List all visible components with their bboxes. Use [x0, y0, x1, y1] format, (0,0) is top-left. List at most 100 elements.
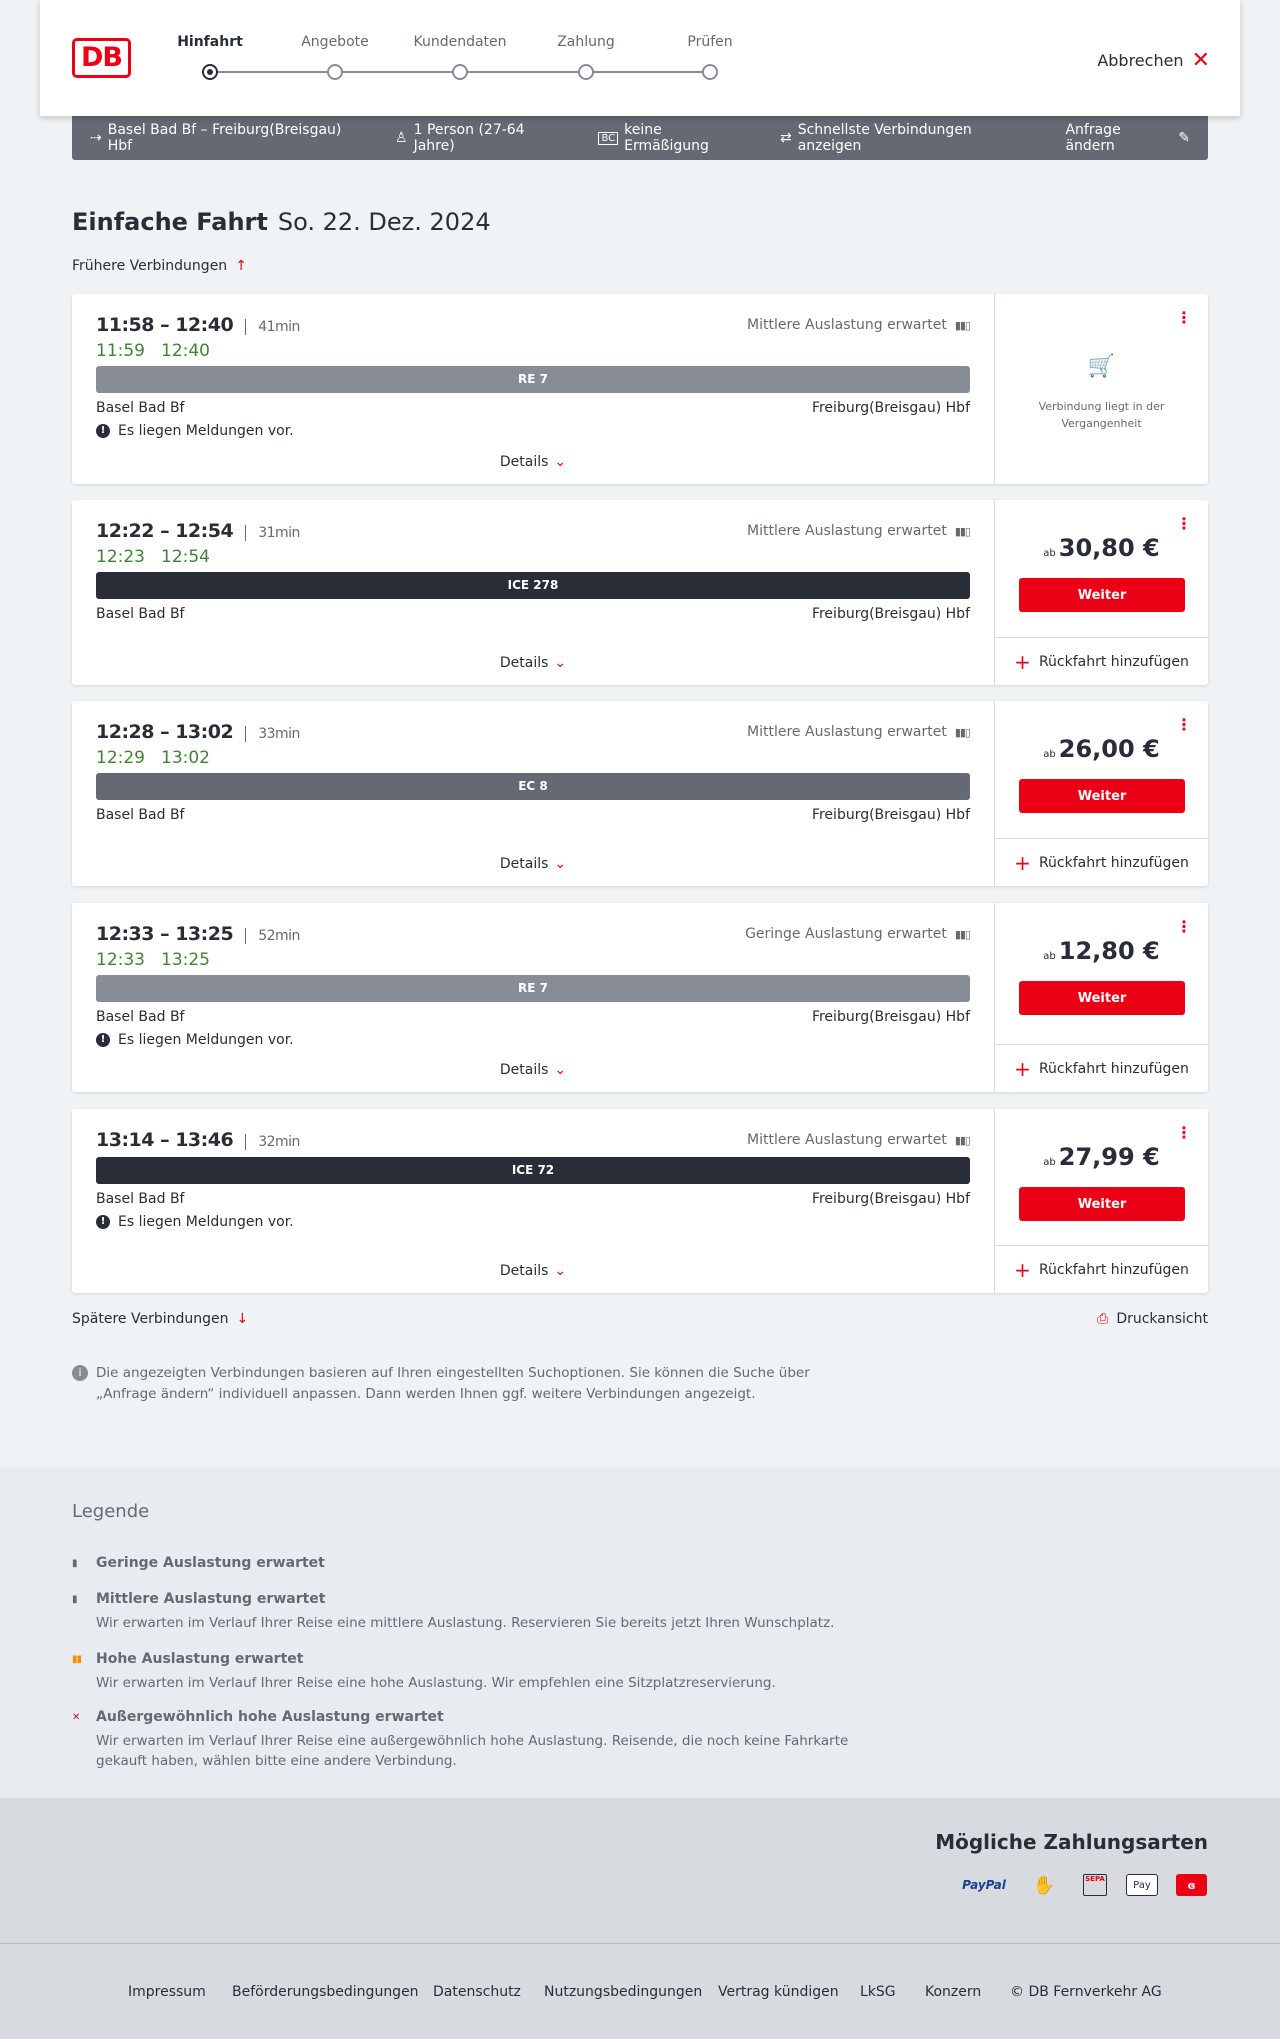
price: ab 26,00 €	[995, 735, 1208, 763]
footer-link[interactable]: Impressum	[128, 1984, 206, 2000]
continue-button[interactable]: Weiter	[1019, 1187, 1185, 1221]
train-bar[interactable]: RE 7	[96, 975, 970, 1002]
db-logo[interactable]: DB	[72, 38, 131, 78]
arrival-station: Freiburg(Breisgau) Hbf	[811, 807, 970, 823]
step-indicator[interactable]	[578, 64, 594, 80]
step-hinfahrt[interactable]: Hinfahrt	[177, 34, 243, 50]
past-connection-note: Verbindung liegt in der Vergangenheit	[1038, 400, 1165, 430]
occupancy-indicator: Geringe Auslastung erwartet ▮▮▯	[745, 926, 971, 942]
message-notice: ! Es liegen Meldungen vor.	[96, 1214, 294, 1230]
more-options-icon[interactable]: ⋮	[1176, 514, 1192, 533]
print-view-link[interactable]: ⎙ Druckansicht	[1097, 1311, 1208, 1327]
footer-link[interactable]: LkSG	[860, 1984, 896, 2000]
footer-link[interactable]: Konzern	[925, 1984, 982, 2000]
price-prefix: ab	[1043, 548, 1056, 559]
step-indicator[interactable]	[202, 64, 218, 80]
connection-card: 13:14 – 13:46 32min Mittlere Auslastung er…	[72, 1109, 1208, 1293]
offer-panel: ⋮ ab 27,99 € Weiter + Rückfahrt hinzufügen	[994, 1109, 1208, 1293]
occupancy-level-icon: ▮	[72, 1557, 78, 1569]
step-indicator[interactable]	[327, 64, 343, 80]
occupancy-level-icon: ▮▮	[72, 1653, 82, 1665]
earlier-connections-link[interactable]: Frühere Verbindungen ↑	[72, 258, 247, 274]
later-connections-link[interactable]: Spätere Verbindungen ↓	[72, 1311, 248, 1327]
more-options-icon[interactable]: ⋮	[1176, 917, 1192, 936]
realtime-arrival: 13:25	[161, 950, 210, 970]
add-return-label: Rückfahrt hinzufügen	[1038, 1261, 1189, 1278]
price: ab 30,80 €	[995, 534, 1208, 562]
connection-card: 12:28 – 13:02 33min 12:29 13:02 Mittlere Aus…	[72, 701, 1208, 886]
trip-date: So. 22. Dez. 2024	[277, 208, 491, 236]
more-options-icon[interactable]: ⋮	[1176, 308, 1192, 327]
occupancy-indicator: Mittlere Auslastung erwartet ▮▮▯	[747, 1132, 971, 1148]
legend-heading: ▮▮ Hohe Auslastung erwartet	[72, 1651, 856, 1667]
continue-button[interactable]: Weiter	[1019, 578, 1185, 612]
step-angebote[interactable]: Angebote	[301, 34, 369, 50]
add-return-label: Rückfahrt hinzufügen	[1038, 1060, 1189, 1077]
details-toggle[interactable]: Details ⌄	[96, 856, 970, 872]
train-bar[interactable]: ICE 278	[96, 572, 970, 599]
details-toggle[interactable]: Details ⌄	[96, 1263, 970, 1279]
train-bar[interactable]: ICE 72	[96, 1157, 970, 1184]
option-summary: ⇄ Schnellste Verbindungen anzeigen	[780, 122, 1031, 154]
more-options-icon[interactable]: ⋮	[1176, 715, 1192, 734]
details-toggle[interactable]: Details ⌄	[96, 454, 970, 470]
footer-link[interactable]: Vertrag kündigen	[718, 1984, 839, 2000]
discount-text: keine Ermäßigung	[624, 122, 709, 154]
route-text: Basel Bad Bf – Freiburg(Breisgau) Hbf	[107, 122, 342, 154]
step-indicator[interactable]	[452, 64, 468, 80]
add-return-trip-button[interactable]: + Rückfahrt hinzufügen	[995, 838, 1208, 886]
footer: Impressum Beförderungsbedingungen Datensch…	[0, 1943, 1280, 2039]
footer-link[interactable]: Datenschutz	[433, 1984, 521, 2000]
continue-button[interactable]: Weiter	[1019, 981, 1185, 1015]
realtime-arrival: 13:02	[161, 748, 210, 768]
realtime-times: 12:23 12:54	[96, 547, 226, 567]
add-return-trip-button[interactable]: + Rückfahrt hinzufügen	[995, 1044, 1208, 1092]
credit-card-icon: ✋	[1032, 1874, 1056, 1896]
price: ab 12,80 €	[995, 937, 1208, 965]
chevron-down-icon: ⌄	[554, 1263, 567, 1279]
details-toggle[interactable]: Details ⌄	[96, 655, 970, 671]
step-kundendaten[interactable]: Kundendaten	[413, 34, 507, 50]
price-prefix: ab	[1043, 749, 1056, 760]
connection-main: 12:22 – 12:54 31min 12:23 12:54 Mittlere Aus…	[96, 500, 971, 685]
legend-title: Legende	[72, 1501, 150, 1522]
add-return-trip-button[interactable]: + Rückfahrt hinzufügen	[995, 1245, 1208, 1293]
train-bar[interactable]: EC 8	[96, 773, 970, 800]
payment-title: Mögliche Zahlungsarten	[935, 1830, 1208, 1854]
add-return-label: Rückfahrt hinzufügen	[1038, 854, 1189, 871]
edit-request-button[interactable]: Anfrage ändern ✎	[1065, 122, 1190, 154]
step-indicator[interactable]	[702, 64, 718, 80]
occupancy-level-icon: ✕	[72, 1711, 80, 1723]
departure-station: Basel Bad Bf	[96, 807, 185, 823]
footer-link[interactable]: Nutzungsbedingungen	[544, 1984, 703, 2000]
legend-label: Mittlere Auslastung erwartet	[96, 1591, 326, 1607]
footer-link[interactable]: Beförderungsbedingungen	[232, 1984, 419, 2000]
details-label: Details	[499, 1062, 549, 1078]
plus-icon: +	[1014, 850, 1031, 875]
departure-station: Basel Bad Bf	[96, 1191, 185, 1207]
step-zahlung[interactable]: Zahlung	[557, 34, 615, 50]
train-bar[interactable]: RE 7	[96, 366, 970, 393]
plus-icon: +	[1014, 1056, 1031, 1081]
occupancy-text: Mittlere Auslastung erwartet	[747, 724, 947, 740]
realtime-departure: 12:29	[96, 748, 145, 768]
planned-times: 13:14 – 13:46	[96, 1129, 234, 1151]
details-label: Details	[499, 655, 549, 671]
continue-button[interactable]: Weiter	[1019, 779, 1185, 813]
chevron-down-icon: ⌄	[554, 454, 567, 470]
trip-type: Einfache Fahrt	[72, 208, 268, 236]
person-icon: ♙	[395, 130, 408, 146]
occupancy-text: Mittlere Auslastung erwartet	[747, 523, 947, 539]
realtime-times: 11:59 12:40	[96, 341, 226, 361]
more-options-icon[interactable]: ⋮	[1176, 1123, 1192, 1142]
legend-description: Wir erwarten im Verlauf Ihrer Reise eine…	[96, 1675, 776, 1691]
planned-times: 12:22 – 12:54	[96, 520, 234, 542]
connection-times: 12:22 – 12:54 31min	[96, 520, 300, 542]
offer-panel: ⋮ 🛒 Verbindung liegt in der Vergangenheit	[994, 294, 1208, 484]
add-return-trip-button[interactable]: + Rückfahrt hinzufügen	[995, 637, 1208, 685]
connection-main: 11:58 – 12:40 41min 11:59 12:40 Mittlere Aus…	[96, 294, 971, 484]
cancel-button[interactable]: Abbrechen ✕	[1097, 48, 1210, 73]
details-toggle[interactable]: Details ⌄	[96, 1062, 970, 1078]
legend-label: Hohe Auslastung erwartet	[96, 1651, 304, 1667]
step-prüfen[interactable]: Prüfen	[687, 34, 733, 50]
